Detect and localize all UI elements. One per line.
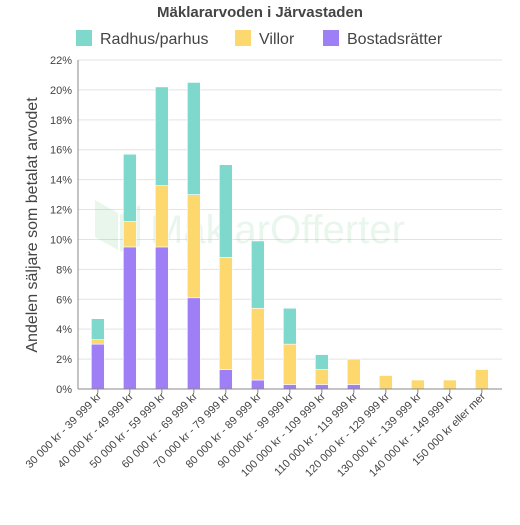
y-tick-label: 10%	[50, 234, 72, 246]
bar-segment	[315, 384, 329, 390]
bar-segment	[155, 86, 169, 186]
y-axis: 0% 2% 4% 6% 8% 10% 12% 14% 16% 18% 20% 22%	[50, 55, 79, 396]
legend-swatch	[323, 30, 339, 46]
y-tick-label: 12%	[50, 205, 72, 217]
bar-segment	[155, 246, 169, 390]
bar-segment	[219, 369, 233, 390]
legend-item[interactable]: Radhus/parhus	[76, 30, 209, 48]
bar-segment	[315, 369, 329, 385]
bar-segment	[283, 343, 297, 385]
bar-segment	[219, 257, 233, 370]
bar-segment	[411, 379, 425, 390]
y-tick-label: 22%	[50, 55, 72, 67]
y-tick-label: 16%	[50, 145, 72, 157]
legend: Radhus/parhus Villor Bostadsrätter	[76, 30, 443, 48]
legend-label: Bostadsrätter	[347, 31, 443, 48]
bars	[91, 82, 489, 390]
bar-segment	[283, 307, 297, 345]
bar-segment	[443, 379, 457, 390]
bar-segment	[347, 384, 361, 390]
bar-segment	[123, 153, 137, 222]
legend-item[interactable]: Bostadsrätter	[323, 30, 443, 48]
legend-item[interactable]: Villor	[235, 30, 295, 48]
legend-swatch	[76, 30, 92, 46]
bar-segment	[283, 384, 297, 390]
bar-segment	[251, 379, 265, 390]
bar-segment	[475, 369, 489, 390]
bar-segment	[123, 221, 137, 248]
bar-segment	[91, 339, 105, 345]
bar-segment	[187, 82, 201, 195]
legend-label: Villor	[259, 31, 295, 48]
bar-segment	[315, 354, 329, 370]
bar-segment	[219, 164, 233, 258]
y-tick-label: 8%	[56, 264, 72, 276]
y-tick-label: 20%	[50, 85, 72, 97]
bar-segment	[155, 185, 169, 248]
y-tick-label: 6%	[56, 294, 72, 306]
chart-title: Mäklararvoden i Järvastaden	[157, 4, 363, 21]
bar-segment	[379, 375, 393, 390]
bar-segment	[91, 343, 105, 390]
bar-segment	[347, 358, 361, 385]
y-tick-label: 4%	[56, 324, 72, 336]
legend-label: Radhus/parhus	[100, 31, 209, 48]
bar-segment	[251, 307, 265, 381]
grid-lines	[78, 59, 502, 390]
bar-segment	[251, 240, 265, 309]
y-tick-label: 18%	[50, 115, 72, 127]
y-tick-label: 2%	[56, 354, 72, 366]
watermark: MäklarOfferter	[95, 200, 405, 252]
bar-segment	[123, 246, 137, 390]
bar-segment	[91, 318, 105, 340]
y-axis-label: Andelen säljare som betalat arvodet	[24, 97, 41, 353]
bar-segment	[187, 194, 201, 299]
legend-swatch	[235, 30, 251, 46]
y-tick-label: 0%	[56, 384, 72, 396]
bar-segment	[187, 297, 201, 390]
y-tick-label: 14%	[50, 175, 72, 187]
